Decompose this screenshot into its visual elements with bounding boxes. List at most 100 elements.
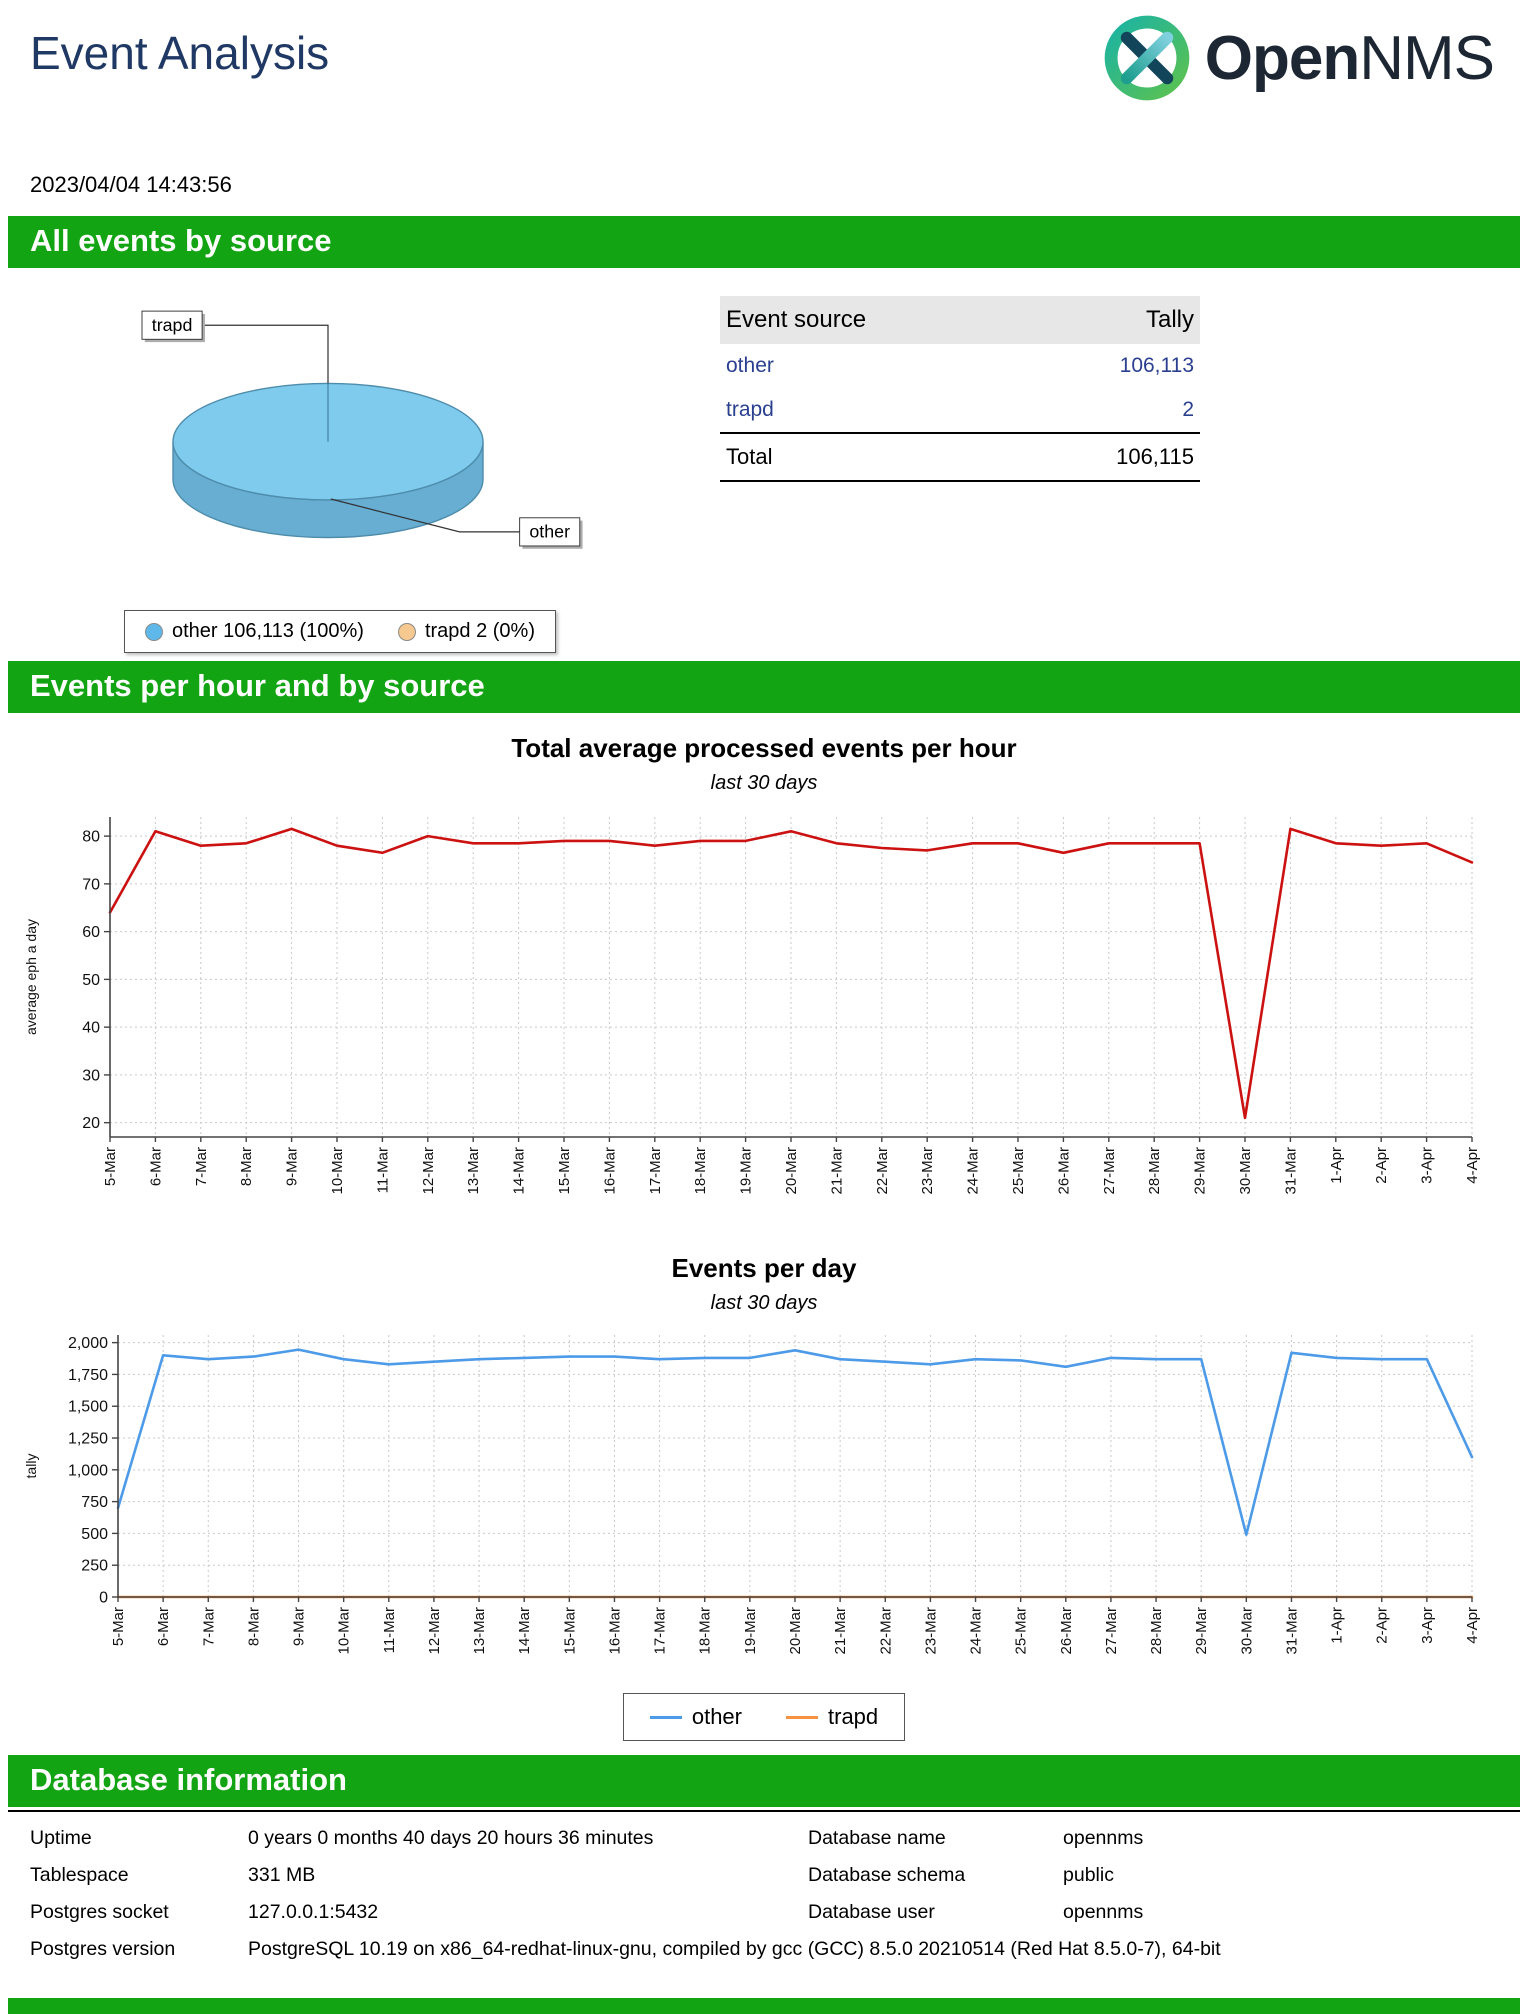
svg-text:31-Mar: 31-Mar — [1282, 1147, 1299, 1195]
cell-source-other: other — [726, 354, 774, 377]
svg-text:26-Mar: 26-Mar — [1058, 1607, 1075, 1655]
svg-text:1,250: 1,250 — [68, 1431, 108, 1448]
svg-text:18-Mar: 18-Mar — [697, 1607, 714, 1655]
db-label-postgres-socket: Postgres socket — [30, 1901, 169, 1923]
svg-text:16-Mar: 16-Mar — [601, 1147, 618, 1195]
svg-text:7-Mar: 7-Mar — [200, 1607, 217, 1646]
report-timestamp: 2023/04/04 14:43:56 — [30, 172, 232, 197]
cell-total-value: 106,115 — [1116, 444, 1194, 469]
svg-text:29-Mar: 29-Mar — [1192, 1147, 1209, 1195]
pie-callout-line-other — [330, 498, 520, 533]
chart-title-events-per-day: Events per day — [671, 1253, 857, 1283]
pie-legend-label-other: other 106,113 (100%) — [171, 620, 364, 642]
svg-text:26-Mar: 26-Mar — [1055, 1147, 1072, 1195]
svg-text:23-Mar: 23-Mar — [922, 1607, 939, 1655]
chart-subtitle-eph: last 30 days — [710, 772, 818, 794]
svg-text:250: 250 — [81, 1558, 108, 1575]
svg-text:4-Apr: 4-Apr — [1464, 1147, 1481, 1184]
svg-text:1,750: 1,750 — [68, 1367, 108, 1384]
legend-label-other: other — [691, 1704, 742, 1729]
svg-text:7-Mar: 7-Mar — [193, 1147, 210, 1186]
pie-legend-item-other: other 106,113 (100%) — [144, 620, 364, 643]
pie-legend-label-trapd: trapd 2 (0%) — [424, 620, 536, 642]
svg-text:1,000: 1,000 — [68, 1462, 108, 1479]
logo-word-nms: NMS — [1359, 23, 1495, 93]
svg-text:70: 70 — [82, 876, 100, 893]
svg-text:1-Apr: 1-Apr — [1328, 1147, 1345, 1184]
svg-text:10-Mar: 10-Mar — [336, 1607, 353, 1655]
section-header-events-per-hour: Events per hour and by source — [8, 661, 1520, 713]
svg-text:15-Mar: 15-Mar — [556, 1147, 573, 1195]
pie-callout-label-other: other — [529, 522, 570, 542]
pie-chart-column: trapd other other 106,113 (100%) trapd 2… — [0, 282, 680, 653]
section-header-database-information: Database information — [8, 1755, 1520, 1807]
db-value-database-user: opennms — [1063, 1901, 1144, 1923]
chart-title-eph: Total average processed events per hour — [511, 733, 1017, 763]
svg-text:14-Mar: 14-Mar — [511, 1147, 528, 1195]
page-title: Event Analysis — [30, 27, 330, 79]
db-value-tablespace: 331 MB — [248, 1864, 316, 1886]
db-label-database-schema: Database schema — [808, 1864, 966, 1886]
svg-text:tally: tally — [23, 1454, 39, 1479]
line-chart-events-per-hour: 20 30 40 50 60 70 80 5-Mar 6-Mar 7-Mar 8-Mar 9-Mar 1… — [23, 817, 1481, 1195]
svg-text:average eph a day: average eph a day — [23, 919, 39, 1035]
svg-text:12-Mar: 12-Mar — [420, 1147, 437, 1195]
legend-label-trapd: trapd — [828, 1704, 879, 1729]
opennms-logo: OpenNMS — [1101, 12, 1495, 104]
svg-text:1-Apr: 1-Apr — [1329, 1607, 1346, 1644]
svg-text:24-Mar: 24-Mar — [968, 1607, 985, 1655]
svg-text:50: 50 — [82, 972, 100, 989]
svg-text:2-Apr: 2-Apr — [1373, 1147, 1390, 1184]
table-total-row: Total 106,115 — [720, 432, 1200, 482]
svg-text:28-Mar: 28-Mar — [1146, 1147, 1163, 1195]
svg-text:4-Apr: 4-Apr — [1464, 1607, 1481, 1644]
svg-text:21-Mar: 21-Mar — [828, 1147, 845, 1195]
events-by-source-section: trapd other other 106,113 (100%) trapd 2… — [0, 268, 1528, 661]
legend-swatch-other — [144, 622, 163, 641]
svg-text:13-Mar: 13-Mar — [465, 1147, 482, 1195]
svg-text:8-Mar: 8-Mar — [245, 1607, 262, 1646]
svg-text:80: 80 — [82, 829, 100, 846]
svg-text:3-Apr: 3-Apr — [1419, 1607, 1436, 1644]
svg-text:5-Mar: 5-Mar — [102, 1147, 119, 1186]
pie-legend: other 106,113 (100%) trapd 2 (0%) — [123, 610, 557, 653]
db-value-postgres-version: PostgreSQL 10.19 on x86_64-redhat-linux-… — [248, 1938, 1221, 1960]
svg-text:29-Mar: 29-Mar — [1193, 1607, 1210, 1655]
db-row-uptime: Uptime 0 years 0 months 40 days 20 hours… — [8, 1820, 1520, 1857]
svg-text:17-Mar: 17-Mar — [652, 1607, 669, 1655]
svg-text:11-Mar: 11-Mar — [374, 1147, 391, 1193]
svg-text:8-Mar: 8-Mar — [238, 1147, 255, 1186]
col-tally: Tally — [1145, 306, 1194, 333]
cell-tally-trapd: 2 — [1182, 398, 1194, 421]
database-info-table: Uptime 0 years 0 months 40 days 20 hours… — [8, 1810, 1520, 1974]
db-row-tablespace: Tablespace 331 MB Database schema public — [8, 1857, 1520, 1894]
svg-text:9-Mar: 9-Mar — [291, 1607, 308, 1646]
line-chart-events-per-day: 0 250 500 750 1,000 1,250 1,500 1,750 2,000 5-Mar… — [23, 1335, 1481, 1655]
events-per-day-legend: other trapd — [622, 1693, 906, 1741]
pie-callout-box-trapd — [141, 310, 203, 340]
table-row-trapd: trapd 2 — [720, 388, 1200, 432]
db-value-database-schema: public — [1063, 1864, 1114, 1886]
db-row-postgres-socket: Postgres socket 127.0.0.1:5432 Database … — [8, 1894, 1520, 1931]
cell-total-label: Total — [726, 444, 773, 469]
svg-text:30-Mar: 30-Mar — [1237, 1147, 1254, 1195]
svg-text:15-Mar: 15-Mar — [561, 1607, 578, 1655]
svg-text:27-Mar: 27-Mar — [1103, 1607, 1120, 1655]
svg-text:18-Mar: 18-Mar — [692, 1147, 709, 1195]
svg-text:1,500: 1,500 — [68, 1399, 108, 1416]
svg-text:21-Mar: 21-Mar — [832, 1607, 849, 1655]
svg-text:9-Mar: 9-Mar — [284, 1147, 301, 1186]
db-label-tablespace: Tablespace — [30, 1864, 129, 1886]
svg-text:19-Mar: 19-Mar — [738, 1147, 755, 1195]
svg-text:20-Mar: 20-Mar — [787, 1607, 804, 1655]
svg-text:40: 40 — [82, 1020, 100, 1037]
cell-source-trapd: trapd — [726, 398, 774, 421]
db-value-database-name: opennms — [1063, 1827, 1144, 1849]
db-label-postgres-version: Postgres version — [30, 1938, 176, 1960]
db-label-database-user: Database user — [808, 1901, 935, 1923]
svg-text:5-Mar: 5-Mar — [110, 1607, 127, 1646]
event-source-table: Event source Tally other 106,113 trapd 2… — [720, 296, 1200, 653]
svg-text:6-Mar: 6-Mar — [147, 1147, 164, 1186]
db-value-postgres-socket: 127.0.0.1:5432 — [248, 1901, 379, 1923]
svg-text:19-Mar: 19-Mar — [742, 1607, 759, 1655]
